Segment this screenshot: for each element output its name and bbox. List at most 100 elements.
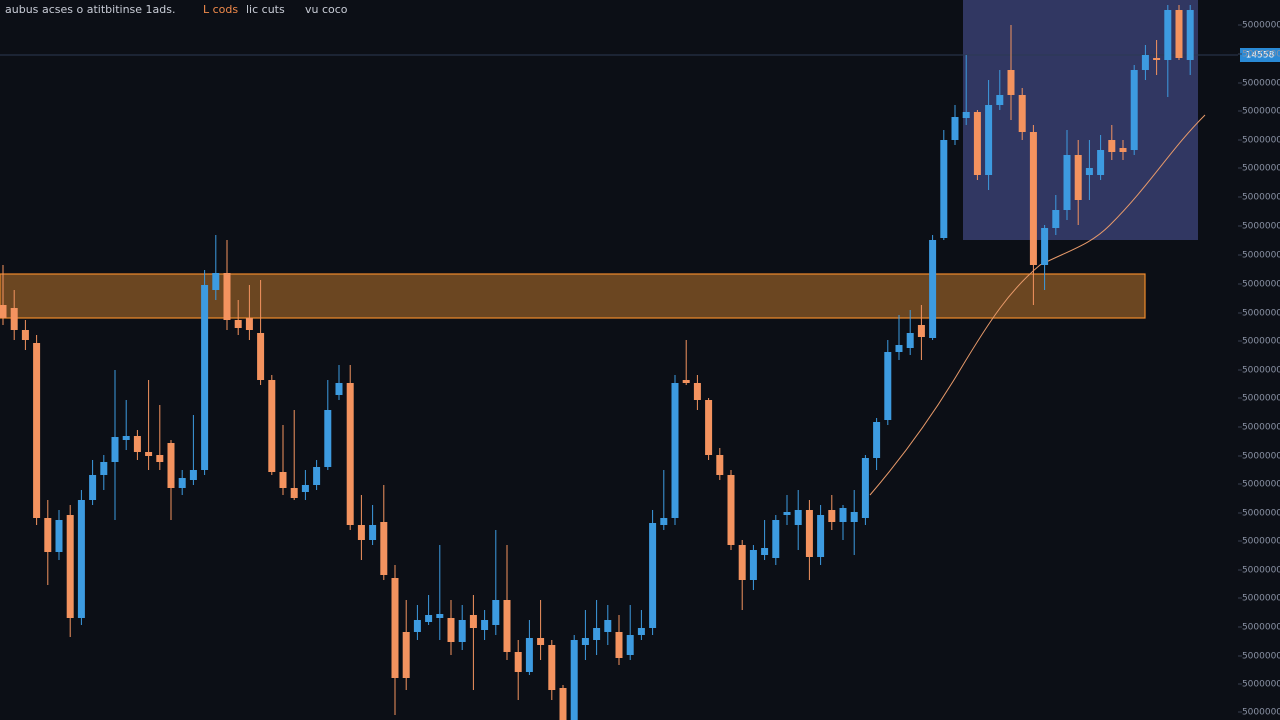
candle-body [89, 475, 97, 500]
candle-body [906, 333, 914, 348]
candle-body [951, 117, 959, 140]
candle-body [1085, 168, 1093, 175]
candle-body [626, 635, 634, 655]
candle-body [402, 632, 410, 678]
candle-body [436, 614, 444, 618]
candle-body [1175, 10, 1183, 58]
candle-body [189, 470, 197, 480]
y-tick-label: 5000000 [1242, 623, 1280, 633]
candle-body [973, 112, 981, 175]
y-tick-label: 5000000 [1242, 107, 1280, 117]
candle-body [1130, 70, 1138, 150]
candle-body [850, 512, 858, 522]
candle-body [929, 240, 937, 338]
candle-body [77, 500, 85, 618]
candle-body [525, 638, 533, 672]
toolbar-item[interactable]: L cods [203, 3, 238, 16]
candle-body [492, 600, 500, 625]
y-tick-label: 5000000 [1242, 680, 1280, 690]
candle-body [727, 475, 735, 545]
candle-body [458, 620, 466, 642]
candle-body [100, 462, 108, 475]
candle-body [357, 525, 365, 540]
candle-body [178, 478, 186, 488]
y-tick-label: 5000000 [1242, 423, 1280, 433]
candle-body [66, 515, 74, 618]
candle-body [201, 285, 209, 470]
toolbar-item[interactable]: aubus [5, 3, 39, 16]
candle-body [559, 688, 567, 720]
candle-body [33, 343, 41, 518]
y-tick-label: 5000000 [1242, 280, 1280, 290]
y-tick-label: 5000000 [1242, 222, 1280, 232]
price-label: 14558 [1246, 51, 1275, 61]
candle-body [917, 325, 925, 337]
candle-body [716, 455, 724, 475]
candle-body [884, 352, 892, 420]
candle-body [593, 628, 601, 640]
candle-body [1041, 228, 1049, 265]
candle-body [1052, 210, 1060, 228]
candle-body [301, 485, 309, 492]
candle-body [761, 548, 769, 555]
candle-body [223, 273, 231, 320]
candle-body [649, 523, 657, 628]
candle-body [0, 305, 7, 318]
candle-body [447, 618, 455, 642]
candle-body [660, 518, 668, 525]
moving-average [869, 114, 1206, 496]
candle-body [391, 578, 399, 678]
candle-body [940, 140, 948, 238]
candle-body [234, 320, 242, 328]
resistance-zone [0, 273, 1146, 319]
candle-body [537, 638, 545, 645]
candle-body [425, 615, 433, 622]
candle-body [111, 437, 119, 462]
candle-body [145, 452, 153, 456]
candle-body [1074, 155, 1082, 200]
candle-body [335, 383, 343, 395]
toolbar-item[interactable]: acses o atitbitinse 1ads. [42, 3, 176, 16]
candle-body [637, 628, 645, 635]
y-tick-label: 5000000 [1242, 193, 1280, 203]
candle-body [369, 525, 377, 540]
candle-body [794, 510, 802, 525]
candle-body [962, 112, 970, 118]
candle-body [21, 330, 29, 340]
y-tick-label: 5000000 [1242, 708, 1280, 718]
candle-body [481, 620, 489, 630]
candle-body [985, 105, 993, 175]
candle-body [380, 522, 388, 575]
y-tick-label: 5000000 [1242, 594, 1280, 604]
candle-body [705, 400, 713, 455]
candle-body [772, 520, 780, 558]
candle-body [1097, 150, 1105, 175]
candle-body [1141, 55, 1149, 70]
candle-body [268, 380, 276, 472]
candle-body [1153, 58, 1161, 60]
candle-body [581, 638, 589, 645]
candle-body [156, 455, 164, 462]
candle-body [839, 508, 847, 522]
candle-body [783, 512, 791, 515]
candle-body [55, 520, 63, 552]
toolbar-item[interactable]: vu coco [305, 3, 348, 16]
y-tick-label: 5000000 [1242, 164, 1280, 174]
toolbar-item[interactable]: lic cuts [246, 3, 285, 16]
candle-body [828, 510, 836, 522]
candle-body [257, 333, 265, 380]
candle-body [996, 95, 1004, 105]
y-tick-label: 5000000 [1242, 309, 1280, 319]
candle-body [817, 515, 825, 557]
candle-body [503, 600, 511, 652]
y-tick-label: 5000000 [1242, 50, 1280, 60]
candle-body [682, 380, 690, 383]
candle-body [122, 436, 130, 440]
candle-body [1164, 10, 1172, 60]
candle-body [805, 510, 813, 557]
price-label-box [1240, 48, 1280, 62]
y-tick-label: 5000000 [1242, 136, 1280, 146]
candle-body [1007, 70, 1015, 95]
